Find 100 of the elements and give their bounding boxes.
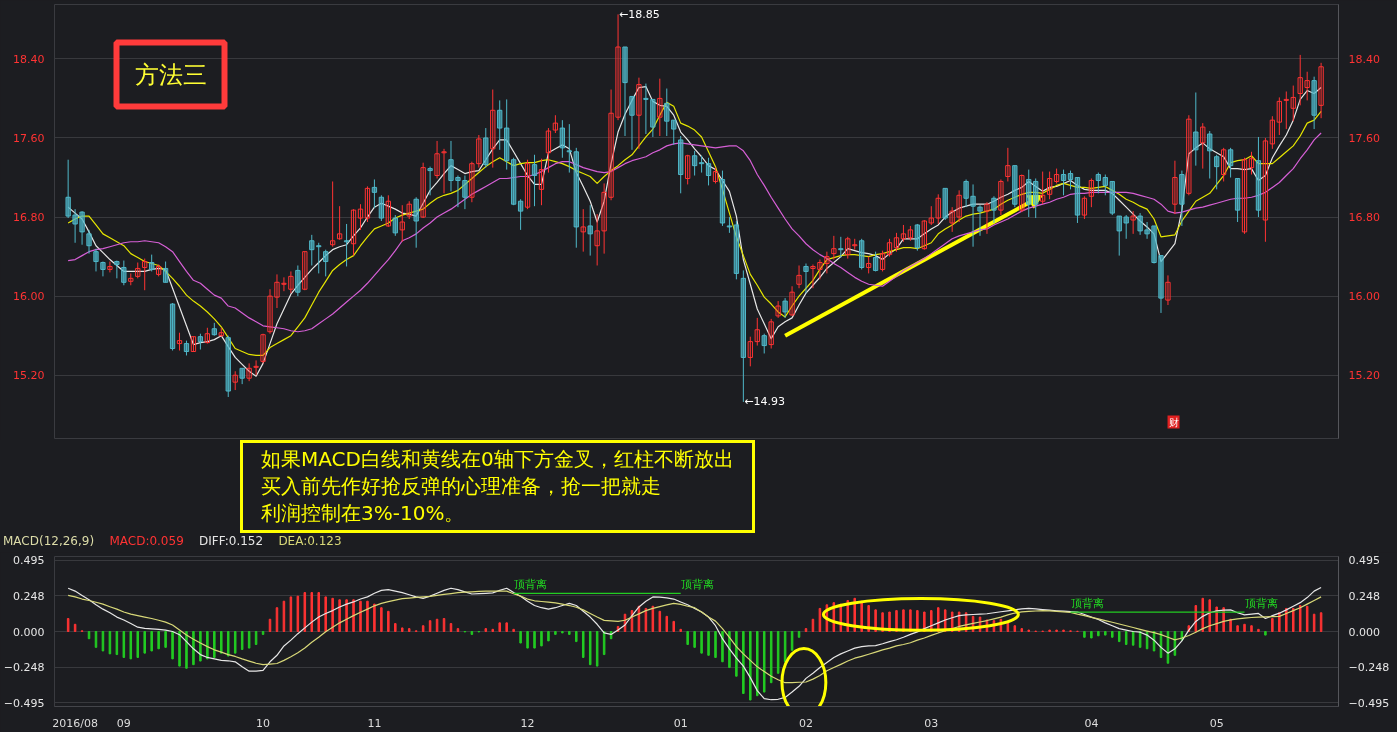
candlestick [524,159,531,210]
candlestick [399,204,405,243]
candlestick [1123,214,1129,240]
candlestick [1262,137,1269,243]
candlestick [1276,96,1282,136]
candlestick [1179,170,1185,227]
candlestick [448,140,454,192]
candlestick [545,127,552,174]
candlestick [1207,130,1213,179]
candlestick [225,335,231,398]
x-tick-label: 04 [1084,716,1099,730]
y-tick-label: 16.00 [13,290,45,304]
candlestick [991,195,997,224]
candlestick [1220,147,1227,182]
candlestick [169,302,176,352]
candlestick [357,203,364,231]
candlestick [859,238,865,270]
candlestick [1081,195,1088,220]
y-tick-label: 18.40 [13,52,45,66]
candlestick [629,95,635,151]
candlestick [914,223,921,252]
candlestick [1019,174,1025,213]
annotation: 方法三 [134,60,207,89]
candlestick [65,159,71,219]
y2-tick-label: 17.60 [1348,131,1380,145]
candlestick [691,150,698,177]
candlestick [587,204,593,257]
candlestick [872,251,879,272]
annotation: ←18.85 [619,7,660,21]
candlestick [183,340,190,356]
candlestick [93,248,99,272]
candlestick [330,180,336,248]
candlestick [531,154,538,207]
candlestick [761,333,767,354]
candlestick [1012,165,1018,208]
candlestick [1074,177,1081,224]
candlestick [1026,169,1032,218]
text: DIFF:0.152 [199,533,264,548]
line-series [67,132,1322,333]
x-tick-label: 10 [256,716,271,730]
text: DEA:0.123 [278,533,342,548]
candlestick [86,229,92,255]
y2-tick-label: 18.40 [1348,52,1380,66]
text: 利润控制在3%-10%。 [261,501,465,525]
candlestick [121,260,127,286]
candlestick [1318,62,1324,119]
candlestick [698,155,705,174]
candlestick [114,260,120,279]
candlestick [504,98,510,171]
candlestick [1158,255,1164,314]
candlestick [803,263,809,294]
candlestick [371,178,378,209]
candlestick [462,175,468,210]
candlestick [1248,151,1255,176]
candlestick [566,123,572,174]
candlestick [364,185,371,223]
annotation: 顶背离 [680,578,714,592]
candlestick [796,264,802,289]
candlestick [580,208,586,253]
candlestick [970,183,976,248]
candlestick [239,367,245,385]
candlestick [685,154,691,185]
candlestick [740,269,746,403]
y-tick-label: 17.60 [13,131,45,145]
text: 如果MACD白线和黄线在0轴下方金叉，红柱不断放出 [261,447,734,471]
candlestick [79,210,85,246]
candlestick [893,232,900,253]
candlestick [1005,147,1011,182]
candlestick [434,140,440,179]
x-tick-label: 03 [924,716,939,730]
candlestick [260,333,266,364]
y2-tick-label: 0.000 [1348,625,1380,639]
candlestick [1060,169,1067,196]
y2-tick-label: 15.20 [1348,369,1380,383]
y-tick-label: −0.248 [3,661,45,675]
y-tick-label: 15.20 [13,369,45,383]
candlestick [705,157,712,186]
candlestick [392,214,398,237]
x-tick-label: 02 [799,716,813,730]
candlestick [538,158,545,206]
candlestick [190,336,197,352]
candlestick [517,198,524,231]
candlestick [323,249,329,277]
candlestick [162,261,169,283]
candlestick [413,196,419,249]
candlestick [1255,136,1262,218]
candlestick [573,147,579,249]
candlestick [650,98,656,138]
candlestick [483,127,489,169]
y2-tick-label: 16.00 [1348,290,1380,304]
candlestick [497,99,503,151]
annotation: 财 [1168,416,1179,428]
x-tick-label: 05 [1209,716,1224,730]
x-tick-label: 09 [116,716,131,730]
annotation: 顶背离 [1244,597,1278,611]
candlestick [1165,274,1171,306]
candlestick [378,194,385,222]
candlestick [1214,154,1220,190]
x-tick-label: 12 [520,716,535,730]
candlestick [427,166,433,196]
